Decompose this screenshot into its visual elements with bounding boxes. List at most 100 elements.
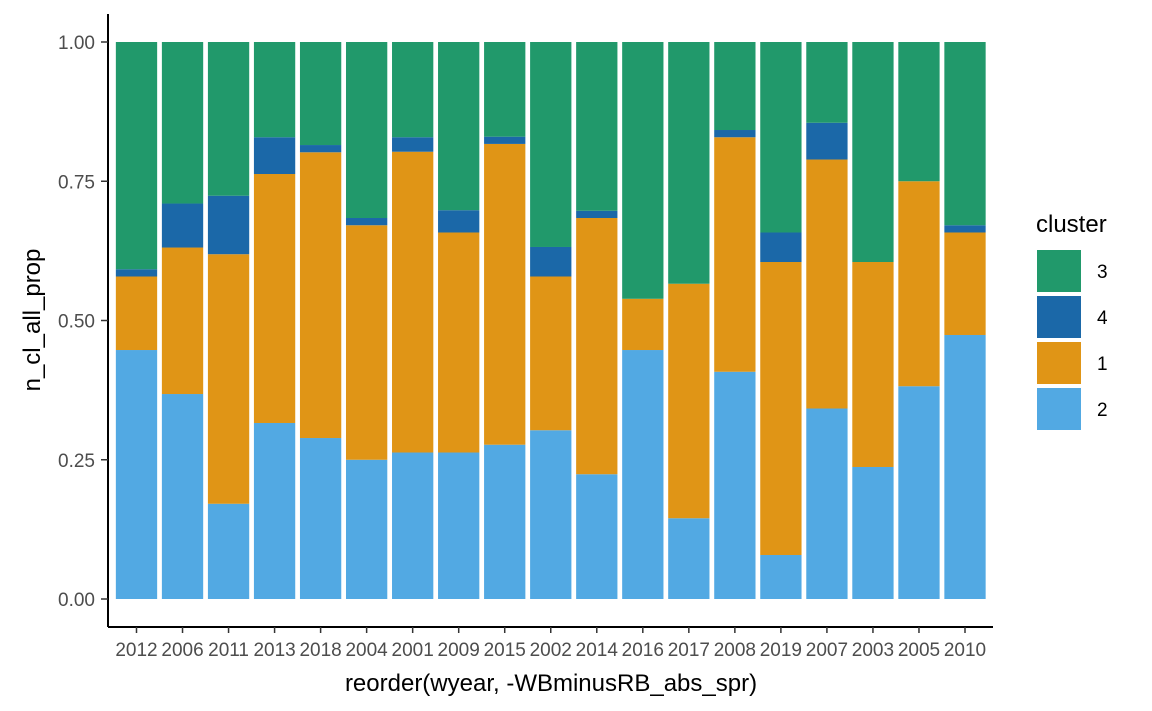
bar-segment-2018-cluster-2 <box>299 438 342 599</box>
bar-segment-2014-cluster-3 <box>576 42 618 211</box>
bar-segment-2018-cluster-4 <box>299 145 342 153</box>
x-tick-label: 2012 <box>115 640 157 661</box>
y-tick-label: 1.00 <box>58 33 95 54</box>
bar-segment-2014-cluster-2 <box>576 474 618 599</box>
legend-title: cluster <box>1036 211 1107 238</box>
bar-segment-2010-cluster-4 <box>944 225 986 233</box>
x-tick-label: 2001 <box>392 640 434 661</box>
bar-segment-2019-cluster-1 <box>760 262 802 555</box>
bar-segment-2001-cluster-3 <box>392 42 434 138</box>
legend-label-4: 4 <box>1097 308 1108 329</box>
bar-segment-2013-cluster-2 <box>253 422 296 599</box>
bar-segment-2010-cluster-2 <box>944 334 986 599</box>
legend-key-3 <box>1037 250 1081 292</box>
y-ticks: 0.00 0.25 0.50 0.75 1.00 <box>58 33 108 611</box>
bar-segment-2019-cluster-2 <box>760 555 802 599</box>
bar-segment-2001-cluster-2 <box>392 452 434 599</box>
y-tick-label: 0.75 <box>58 172 95 193</box>
bar-segment-2002-cluster-1 <box>530 276 572 431</box>
bar-segment-2012-cluster-3 <box>115 42 158 270</box>
bar-segment-2015-cluster-1 <box>484 143 526 445</box>
x-axis-title: reorder(wyear, -WBminusRB_abs_spr) <box>345 670 757 697</box>
bar-segment-2018-cluster-1 <box>299 152 342 439</box>
bar-segment-2001-cluster-4 <box>392 137 434 152</box>
bar-segment-2011-cluster-3 <box>207 42 250 196</box>
bar-segment-2009-cluster-4 <box>438 210 480 233</box>
legend-key-1 <box>1037 342 1081 384</box>
bar-segment-2003-cluster-2 <box>852 466 894 599</box>
bar-segment-2016-cluster-1 <box>622 298 664 351</box>
bar-segment-2013-cluster-4 <box>253 137 296 175</box>
bar-segment-2006-cluster-1 <box>161 247 204 395</box>
x-tick-label: 2006 <box>161 640 203 661</box>
bar-segment-2015-cluster-3 <box>484 42 526 137</box>
x-tick-label: 2016 <box>622 640 664 661</box>
bars-layer <box>115 42 986 599</box>
x-tick-label: 2017 <box>668 640 710 661</box>
bar-segment-2006-cluster-3 <box>161 42 204 204</box>
bar-segment-2014-cluster-1 <box>576 218 618 475</box>
bar-segment-2009-cluster-2 <box>438 452 480 599</box>
x-tick-label: 2003 <box>852 640 894 661</box>
y-tick-label: 0.00 <box>58 590 95 611</box>
bar-segment-2016-cluster-2 <box>622 350 664 599</box>
x-tick-label: 2014 <box>576 640 619 661</box>
bar-segment-2018-cluster-3 <box>299 42 342 146</box>
bar-segment-2010-cluster-1 <box>944 232 986 335</box>
x-tick-label: 2011 <box>208 640 249 661</box>
bar-segment-2003-cluster-3 <box>852 42 894 263</box>
bar-segment-2006-cluster-4 <box>161 203 204 248</box>
x-tick-label: 2019 <box>760 640 802 661</box>
bar-segment-2007-cluster-2 <box>806 408 848 599</box>
bar-segment-2002-cluster-4 <box>530 246 572 277</box>
bar-segment-2011-cluster-4 <box>207 195 250 255</box>
bar-segment-2012-cluster-4 <box>115 269 158 277</box>
x-tick-label: 2018 <box>299 640 341 661</box>
bar-segment-2004-cluster-1 <box>345 225 388 460</box>
legend-key-2 <box>1037 388 1081 430</box>
bar-segment-2002-cluster-2 <box>530 430 572 599</box>
bar-segment-2005-cluster-1 <box>898 181 940 387</box>
legend-key-4 <box>1037 296 1081 338</box>
bar-segment-2019-cluster-4 <box>760 232 802 263</box>
legend-label-3: 3 <box>1097 262 1108 283</box>
bar-segment-2015-cluster-2 <box>484 444 526 599</box>
bar-segment-2007-cluster-3 <box>806 42 848 123</box>
bar-segment-2002-cluster-3 <box>530 42 572 247</box>
bar-segment-2008-cluster-4 <box>714 130 756 138</box>
bar-segment-2012-cluster-1 <box>115 276 158 351</box>
bar-segment-2010-cluster-3 <box>944 42 986 226</box>
bar-segment-2017-cluster-3 <box>668 42 710 284</box>
bar-segment-2008-cluster-3 <box>714 42 756 131</box>
bar-segment-2008-cluster-1 <box>714 137 756 372</box>
bar-segment-2009-cluster-3 <box>438 42 480 211</box>
bar-segment-2019-cluster-3 <box>760 42 802 233</box>
x-tick-label: 2009 <box>438 640 480 661</box>
bar-segment-2017-cluster-2 <box>668 518 710 599</box>
bar-segment-2007-cluster-1 <box>806 159 848 409</box>
bar-segment-2015-cluster-4 <box>484 136 526 144</box>
bar-segment-2016-cluster-3 <box>622 42 664 299</box>
bar-segment-2003-cluster-1 <box>852 262 894 467</box>
bar-segment-2004-cluster-2 <box>345 459 388 599</box>
x-tick-label: 2008 <box>714 640 756 661</box>
bar-segment-2001-cluster-1 <box>392 151 434 453</box>
x-tick-label: 2005 <box>898 640 940 661</box>
y-tick-label: 0.50 <box>58 312 95 333</box>
bar-segment-2004-cluster-4 <box>345 218 388 226</box>
x-tick-label: 2007 <box>806 640 848 661</box>
x-tick-label: 2013 <box>253 640 295 661</box>
x-tick-label: 2015 <box>484 640 526 661</box>
bar-segment-2005-cluster-2 <box>898 386 940 599</box>
bar-segment-2004-cluster-3 <box>345 42 388 219</box>
x-tick-label: 2002 <box>530 640 572 661</box>
legend-label-1: 1 <box>1097 354 1108 375</box>
legend-label-2: 2 <box>1097 400 1108 421</box>
bar-segment-2005-cluster-3 <box>898 42 940 182</box>
bar-segment-2006-cluster-2 <box>161 394 204 599</box>
x-tick-label: 2004 <box>345 640 388 661</box>
bar-segment-2011-cluster-2 <box>207 503 250 599</box>
bar-segment-2011-cluster-1 <box>207 254 250 504</box>
legend: cluster 3 4 1 2 <box>1036 211 1108 430</box>
